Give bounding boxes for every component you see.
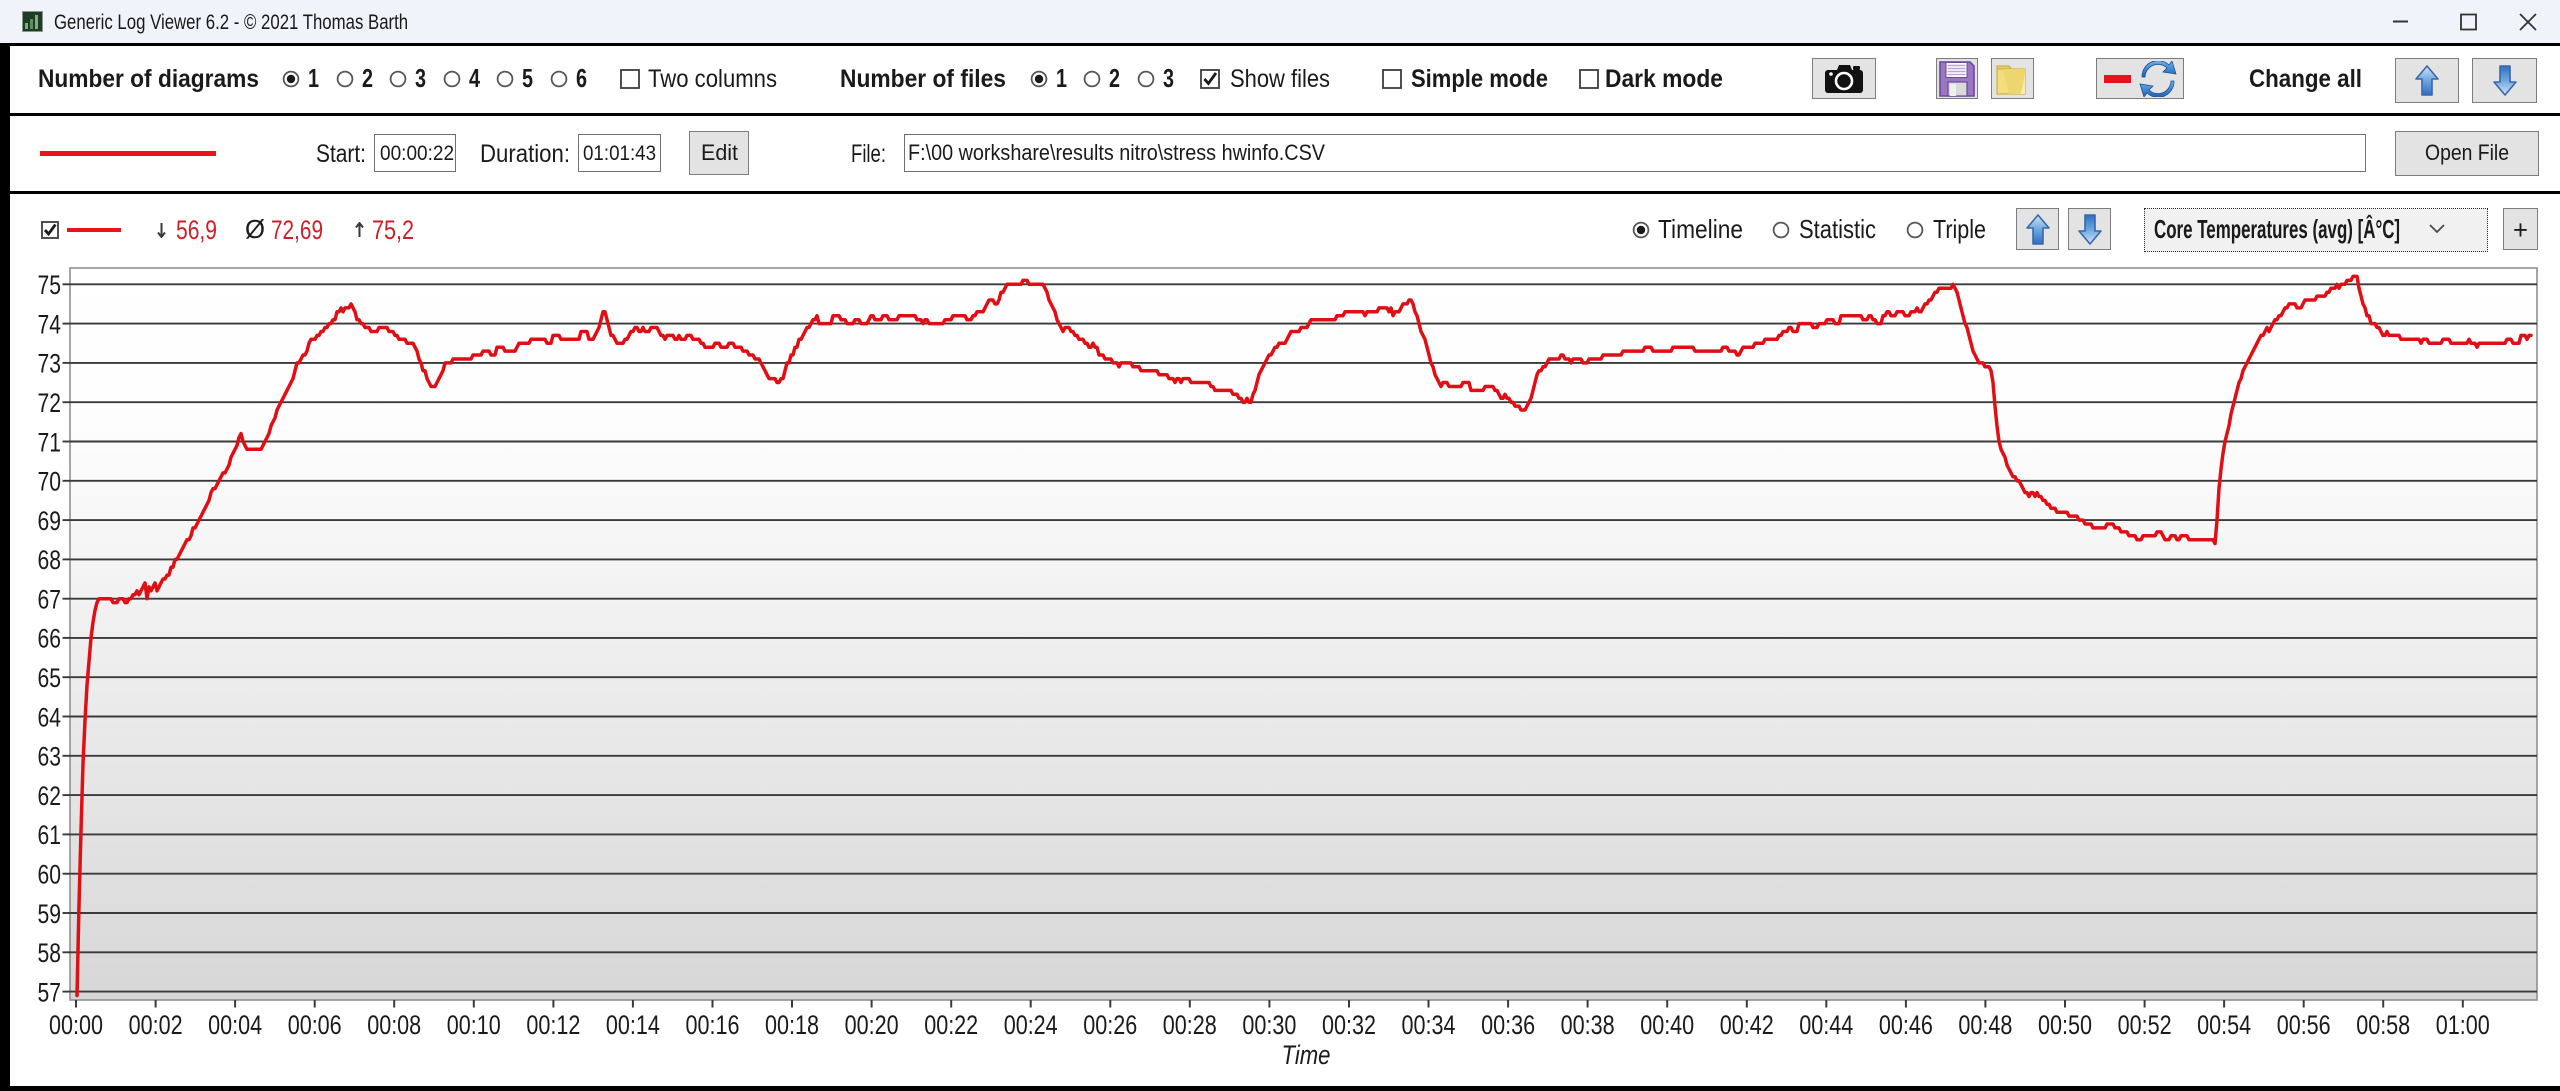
svg-text:00:08: 00:08 xyxy=(367,1010,421,1040)
svg-text:00:42: 00:42 xyxy=(1720,1010,1774,1040)
svg-text:64: 64 xyxy=(38,702,62,732)
svg-text:63: 63 xyxy=(38,742,62,772)
svg-text:59: 59 xyxy=(38,899,62,929)
svg-text:72: 72 xyxy=(38,388,62,418)
svg-text:00:38: 00:38 xyxy=(1561,1010,1615,1040)
svg-text:00:14: 00:14 xyxy=(606,1010,660,1040)
svg-text:00:26: 00:26 xyxy=(1083,1010,1137,1040)
svg-text:65: 65 xyxy=(38,663,62,693)
svg-text:00:50: 00:50 xyxy=(2038,1010,2092,1040)
svg-text:00:04: 00:04 xyxy=(208,1010,262,1040)
svg-text:58: 58 xyxy=(38,938,62,968)
svg-text:00:52: 00:52 xyxy=(2118,1010,2172,1040)
svg-text:00:48: 00:48 xyxy=(1958,1010,2012,1040)
svg-text:70: 70 xyxy=(38,467,62,497)
svg-text:66: 66 xyxy=(38,624,62,654)
svg-text:00:10: 00:10 xyxy=(447,1010,501,1040)
svg-text:00:36: 00:36 xyxy=(1481,1010,1535,1040)
svg-text:62: 62 xyxy=(38,781,62,811)
svg-text:67: 67 xyxy=(38,585,62,615)
svg-text:00:16: 00:16 xyxy=(686,1010,740,1040)
svg-text:00:56: 00:56 xyxy=(2277,1010,2331,1040)
svg-text:00:46: 00:46 xyxy=(1879,1010,1933,1040)
svg-text:60: 60 xyxy=(38,860,62,890)
svg-text:71: 71 xyxy=(38,427,62,457)
svg-text:00:44: 00:44 xyxy=(1799,1010,1853,1040)
svg-text:00:54: 00:54 xyxy=(2197,1010,2251,1040)
svg-text:00:18: 00:18 xyxy=(765,1010,819,1040)
svg-text:57: 57 xyxy=(38,977,62,1007)
svg-text:Time: Time xyxy=(1282,1040,1331,1070)
svg-text:00:24: 00:24 xyxy=(1004,1010,1058,1040)
svg-text:00:20: 00:20 xyxy=(845,1010,899,1040)
svg-text:00:28: 00:28 xyxy=(1163,1010,1217,1040)
svg-text:00:40: 00:40 xyxy=(1640,1010,1694,1040)
svg-text:00:34: 00:34 xyxy=(1402,1010,1456,1040)
svg-text:73: 73 xyxy=(38,349,62,379)
svg-text:75: 75 xyxy=(38,270,62,300)
svg-text:00:02: 00:02 xyxy=(129,1010,183,1040)
svg-text:00:30: 00:30 xyxy=(1242,1010,1296,1040)
svg-text:61: 61 xyxy=(38,820,62,850)
svg-text:00:00: 00:00 xyxy=(49,1010,103,1040)
svg-text:69: 69 xyxy=(38,506,62,536)
svg-text:01:00: 01:00 xyxy=(2436,1010,2490,1040)
svg-text:74: 74 xyxy=(38,309,62,339)
svg-text:00:12: 00:12 xyxy=(526,1010,580,1040)
svg-text:00:22: 00:22 xyxy=(924,1010,978,1040)
svg-text:68: 68 xyxy=(38,545,62,575)
svg-text:00:32: 00:32 xyxy=(1322,1010,1376,1040)
svg-text:00:58: 00:58 xyxy=(2356,1010,2410,1040)
svg-text:00:06: 00:06 xyxy=(288,1010,342,1040)
